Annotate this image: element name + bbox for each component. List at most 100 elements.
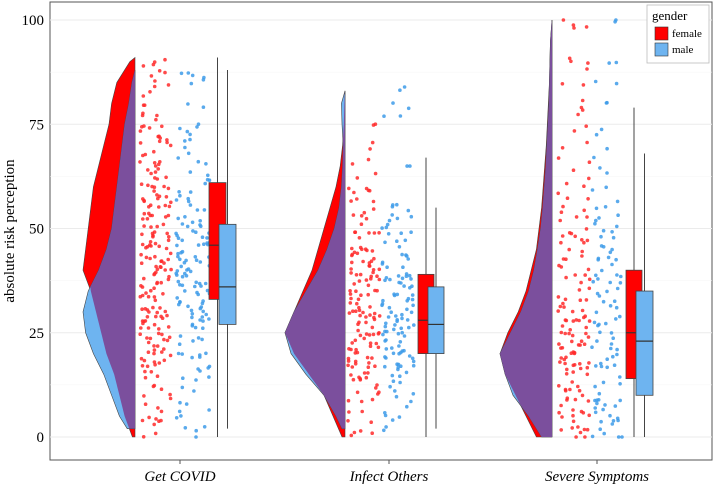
data-point-female [351, 309, 355, 314]
data-point-male [599, 234, 603, 239]
box-male [635, 290, 654, 396]
data-point-female [165, 313, 169, 318]
data-point-male [206, 366, 210, 370]
data-point-male [605, 365, 609, 370]
data-point-male [179, 71, 184, 76]
data-point-male [201, 319, 205, 323]
data-point-female [140, 307, 144, 312]
data-point-female [146, 183, 150, 188]
data-point-male [390, 373, 395, 378]
data-point-female [369, 420, 374, 425]
data-point-female [167, 235, 171, 239]
data-point-female [346, 398, 351, 403]
data-point-male [196, 336, 201, 340]
data-point-female [583, 435, 587, 439]
data-point-female [557, 342, 561, 346]
data-point-male [385, 222, 390, 227]
data-point-female [155, 310, 159, 315]
raindrop-points [138, 18, 624, 439]
data-point-male [204, 312, 208, 317]
data-point-male [594, 310, 599, 315]
data-point-female [361, 310, 365, 315]
data-point-female [352, 430, 357, 435]
data-point-female [572, 363, 577, 367]
data-point-female [367, 361, 371, 365]
data-point-female [357, 236, 362, 240]
data-point-female [167, 204, 172, 209]
data-point-female [376, 345, 381, 350]
data-point-male [175, 243, 179, 248]
data-point-female [346, 363, 350, 368]
data-point-female [367, 264, 372, 268]
data-point-female [577, 288, 582, 292]
data-point-female [574, 318, 579, 322]
data-point-female [362, 371, 367, 375]
data-point-female [159, 418, 163, 423]
data-point-male [609, 331, 614, 335]
data-point-female [583, 273, 587, 277]
data-point-male [406, 257, 411, 261]
data-point-male [611, 235, 616, 240]
data-point-male [590, 434, 595, 439]
data-point-male [186, 71, 191, 75]
data-point-female [162, 358, 167, 363]
data-point-female [584, 325, 588, 330]
data-point-female [155, 267, 160, 272]
data-point-male [405, 404, 409, 409]
data-point-male [204, 162, 208, 166]
data-point-female [349, 373, 353, 377]
data-point-female [163, 70, 167, 75]
data-point-female [153, 170, 158, 174]
data-point-female [359, 293, 363, 298]
data-point-female [367, 333, 372, 337]
data-point-female [349, 267, 353, 271]
data-point-male [391, 101, 395, 105]
data-point-female [375, 288, 379, 293]
data-point-female [560, 324, 565, 328]
data-point-male [618, 382, 622, 386]
data-point-male [396, 365, 401, 370]
data-point-female [375, 383, 379, 387]
data-point-male [607, 61, 611, 65]
data-point-male [605, 357, 609, 362]
data-point-female [586, 399, 591, 403]
data-point-female [153, 254, 157, 259]
data-point-male [381, 332, 385, 337]
data-point-male [190, 315, 194, 320]
data-point-female [585, 365, 590, 370]
data-point-male [188, 137, 192, 142]
data-point-female [138, 129, 143, 133]
data-point-male [601, 407, 605, 412]
data-point-female [364, 315, 368, 319]
data-point-female [570, 333, 575, 338]
data-point-female [576, 425, 580, 429]
data-point-male [390, 346, 394, 350]
data-point-male [590, 345, 594, 350]
data-point-female [154, 417, 158, 421]
data-point-female [163, 203, 168, 208]
data-point-male [614, 257, 618, 262]
data-point-female [352, 250, 357, 255]
data-point-female [148, 336, 153, 341]
data-point-female [358, 245, 363, 250]
data-point-male [398, 340, 403, 344]
data-point-male [400, 316, 404, 321]
data-point-female [145, 217, 150, 221]
data-point-female [353, 230, 357, 234]
data-point-female [159, 280, 163, 285]
data-point-female [577, 318, 581, 323]
data-point-female [349, 433, 354, 438]
data-point-female [559, 403, 563, 408]
data-point-female [587, 160, 592, 164]
data-point-male [609, 346, 613, 351]
legend: gender female male [646, 4, 710, 64]
data-point-male [186, 102, 190, 106]
data-point-male [200, 235, 205, 239]
data-point-female [358, 429, 363, 433]
data-point-female [573, 273, 577, 277]
data-point-male [203, 181, 207, 186]
data-point-male [183, 145, 187, 150]
data-point-female [373, 364, 377, 369]
data-point-female [573, 234, 577, 239]
data-point-male [405, 318, 410, 322]
